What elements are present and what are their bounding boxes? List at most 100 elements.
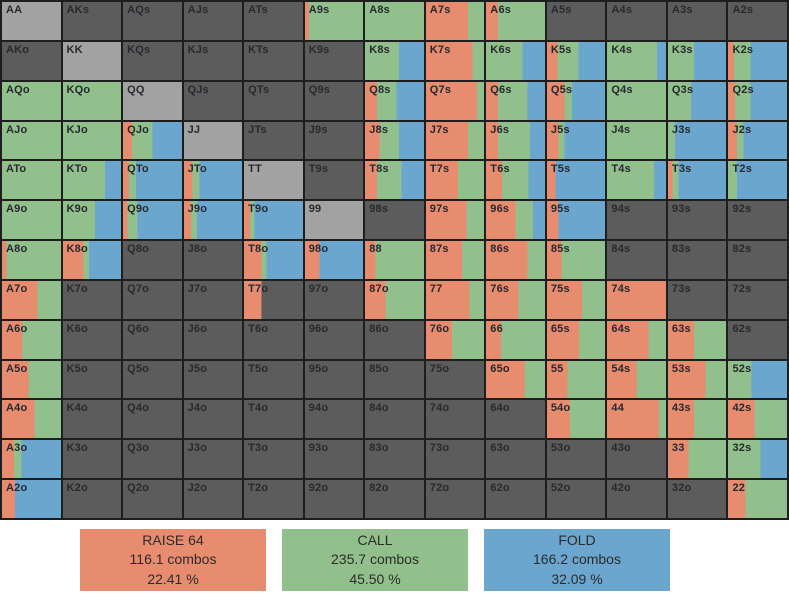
hand-cell-KK[interactable]: KK <box>62 41 124 82</box>
hand-cell-AKs[interactable]: AKs <box>62 2 124 42</box>
hand-cell-83s[interactable]: 83s <box>667 241 729 281</box>
hand-cell-KJs[interactable]: KJs <box>183 41 245 82</box>
hand-cell-93s[interactable]: 93s <box>667 201 729 242</box>
hand-cell-52o[interactable]: 52o <box>546 480 608 520</box>
hand-cell-98s[interactable]: 98s <box>365 201 426 242</box>
hand-cell-T7o[interactable]: T7o <box>244 280 305 321</box>
hand-cell-93o[interactable]: 93o <box>304 440 366 481</box>
hand-cell-J2s[interactable]: J2s <box>728 121 789 162</box>
hand-cell-83o[interactable]: 83o <box>365 440 426 481</box>
hand-cell-33[interactable]: 33 <box>667 440 729 481</box>
hand-cell-T4o[interactable]: T4o <box>244 400 305 441</box>
hand-cell-K4s[interactable]: K4s <box>607 41 668 82</box>
hand-cell-55[interactable]: 55 <box>546 360 608 401</box>
hand-cell-A5o[interactable]: A5o <box>2 360 63 401</box>
hand-cell-72s[interactable]: 72s <box>728 280 789 321</box>
hand-cell-Q7o[interactable]: Q7o <box>123 280 184 321</box>
hand-cell-Q4s[interactable]: Q4s <box>607 81 668 122</box>
hand-cell-K5s[interactable]: K5s <box>546 41 608 82</box>
hand-cell-A6o[interactable]: A6o <box>2 320 63 361</box>
hand-cell-K4o[interactable]: K4o <box>62 400 124 441</box>
hand-cell-86s[interactable]: 86s <box>486 241 547 281</box>
hand-cell-J7o[interactable]: J7o <box>183 280 245 321</box>
hand-cell-J8s[interactable]: J8s <box>365 121 426 162</box>
hand-cell-T2o[interactable]: T2o <box>244 480 305 520</box>
hand-cell-A6s[interactable]: A6s <box>486 2 547 42</box>
hand-cell-74o[interactable]: 74o <box>425 400 487 441</box>
hand-cell-97o[interactable]: 97o <box>304 280 366 321</box>
hand-cell-94o[interactable]: 94o <box>304 400 366 441</box>
hand-cell-A7s[interactable]: A7s <box>425 2 487 42</box>
hand-cell-J9s[interactable]: J9s <box>304 121 366 162</box>
hand-cell-J9o[interactable]: J9o <box>183 201 245 242</box>
hand-cell-AQs[interactable]: AQs <box>123 2 184 42</box>
hand-cell-J5o[interactable]: J5o <box>183 360 245 401</box>
hand-cell-AKo[interactable]: AKo <box>2 41 63 82</box>
hand-cell-A3s[interactable]: A3s <box>667 2 729 42</box>
hand-cell-J2o[interactable]: J2o <box>183 480 245 520</box>
hand-cell-AQo[interactable]: AQo <box>2 81 63 122</box>
hand-cell-A5s[interactable]: A5s <box>546 2 608 42</box>
hand-cell-JTo[interactable]: JTo <box>183 161 245 202</box>
hand-cell-JJ[interactable]: JJ <box>183 121 245 162</box>
hand-cell-44[interactable]: 44 <box>607 400 668 441</box>
hand-cell-ATo[interactable]: ATo <box>2 161 63 202</box>
hand-cell-J3o[interactable]: J3o <box>183 440 245 481</box>
hand-cell-T4s[interactable]: T4s <box>607 161 668 202</box>
hand-cell-J8o[interactable]: J8o <box>183 241 245 281</box>
hand-cell-Q3s[interactable]: Q3s <box>667 81 729 122</box>
hand-cell-Q7s[interactable]: Q7s <box>425 81 487 122</box>
hand-cell-KJo[interactable]: KJo <box>62 121 124 162</box>
hand-cell-AA[interactable]: AA <box>2 2 63 42</box>
hand-cell-QJs[interactable]: QJs <box>183 81 245 122</box>
hand-cell-98o[interactable]: 98o <box>304 241 366 281</box>
hand-cell-T7s[interactable]: T7s <box>425 161 487 202</box>
hand-cell-K2o[interactable]: K2o <box>62 480 124 520</box>
hand-cell-82o[interactable]: 82o <box>365 480 426 520</box>
hand-cell-J4o[interactable]: J4o <box>183 400 245 441</box>
hand-cell-T9o[interactable]: T9o <box>244 201 305 242</box>
hand-cell-K6s[interactable]: K6s <box>486 41 547 82</box>
hand-cell-53o[interactable]: 53o <box>546 440 608 481</box>
hand-cell-43o[interactable]: 43o <box>607 440 668 481</box>
hand-cell-74s[interactable]: 74s <box>607 280 668 321</box>
hand-cell-87s[interactable]: 87s <box>425 241 487 281</box>
hand-cell-77[interactable]: 77 <box>425 280 487 321</box>
hand-cell-A3o[interactable]: A3o <box>2 440 63 481</box>
hand-cell-87o[interactable]: 87o <box>365 280 426 321</box>
hand-cell-T5o[interactable]: T5o <box>244 360 305 401</box>
hand-cell-Q6s[interactable]: Q6s <box>486 81 547 122</box>
hand-cell-A7o[interactable]: A7o <box>2 280 63 321</box>
hand-cell-88[interactable]: 88 <box>365 241 426 281</box>
hand-cell-KTs[interactable]: KTs <box>244 41 305 82</box>
hand-cell-A9s[interactable]: A9s <box>304 2 366 42</box>
hand-cell-84o[interactable]: 84o <box>365 400 426 441</box>
hand-cell-A8o[interactable]: A8o <box>2 241 63 281</box>
hand-cell-94s[interactable]: 94s <box>607 201 668 242</box>
hand-cell-95s[interactable]: 95s <box>546 201 608 242</box>
hand-cell-73s[interactable]: 73s <box>667 280 729 321</box>
hand-cell-54o[interactable]: 54o <box>546 400 608 441</box>
hand-cell-76s[interactable]: 76s <box>486 280 547 321</box>
hand-cell-Q8o[interactable]: Q8o <box>123 241 184 281</box>
hand-cell-T6s[interactable]: T6s <box>486 161 547 202</box>
hand-cell-T6o[interactable]: T6o <box>244 320 305 361</box>
hand-cell-52s[interactable]: 52s <box>728 360 789 401</box>
hand-cell-64s[interactable]: 64s <box>607 320 668 361</box>
hand-cell-K8s[interactable]: K8s <box>365 41 426 82</box>
hand-cell-Q3o[interactable]: Q3o <box>123 440 184 481</box>
hand-cell-J5s[interactable]: J5s <box>546 121 608 162</box>
hand-cell-97s[interactable]: 97s <box>425 201 487 242</box>
hand-cell-K9o[interactable]: K9o <box>62 201 124 242</box>
hand-cell-22[interactable]: 22 <box>728 480 789 520</box>
hand-cell-96o[interactable]: 96o <box>304 320 366 361</box>
hand-cell-A2s[interactable]: A2s <box>728 2 789 42</box>
hand-cell-32s[interactable]: 32s <box>728 440 789 481</box>
hand-cell-75o[interactable]: 75o <box>425 360 487 401</box>
hand-cell-T2s[interactable]: T2s <box>728 161 789 202</box>
hand-cell-54s[interactable]: 54s <box>607 360 668 401</box>
hand-cell-65o[interactable]: 65o <box>486 360 547 401</box>
hand-cell-Q9s[interactable]: Q9s <box>304 81 366 122</box>
hand-cell-63s[interactable]: 63s <box>667 320 729 361</box>
hand-cell-92s[interactable]: 92s <box>728 201 789 242</box>
